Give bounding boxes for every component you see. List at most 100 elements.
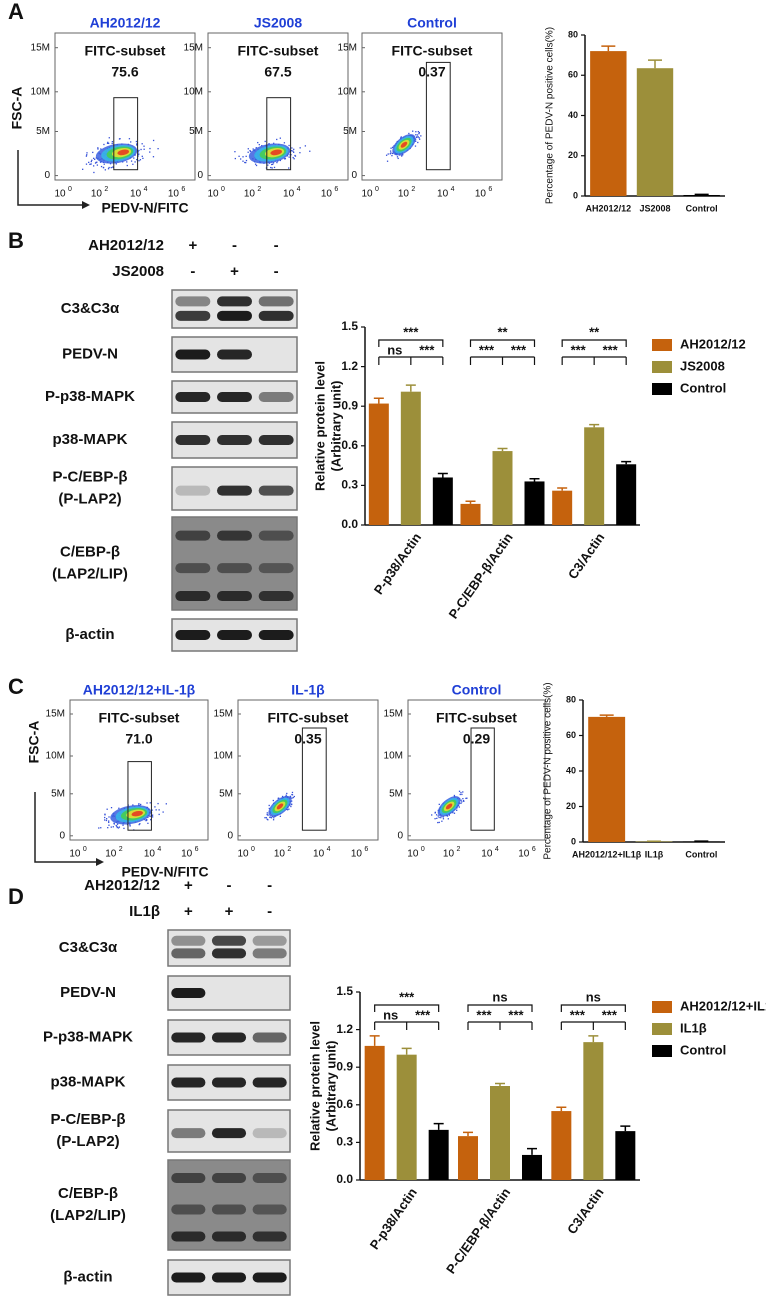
- blot-strip: [171, 289, 298, 329]
- event-dot: [389, 150, 392, 152]
- error-bar: [369, 1035, 380, 1046]
- event-dot: [285, 794, 287, 796]
- event-dot: [111, 142, 113, 145]
- x-tick-base: 10: [69, 849, 81, 860]
- event-dot: [434, 811, 436, 814]
- event-dot: [460, 802, 462, 804]
- x-tick-base: 10: [237, 849, 249, 860]
- event-dot: [291, 794, 294, 796]
- event-dot: [108, 166, 110, 169]
- event-dot: [401, 154, 403, 156]
- error-bar: [694, 193, 709, 196]
- bar: [588, 716, 626, 842]
- x-tick-exponent: 6: [334, 186, 338, 193]
- x-tick-base: 10: [91, 189, 103, 200]
- event-dot: [299, 147, 301, 149]
- band-label: P-p38-MAPK: [45, 388, 135, 405]
- gate: [301, 727, 327, 831]
- event-dot: [290, 150, 293, 152]
- event-dot: [113, 823, 116, 825]
- event-dot: [389, 153, 391, 155]
- event-dot: [418, 131, 420, 134]
- event-dot: [460, 799, 462, 801]
- event-dot: [137, 155, 139, 157]
- event-dot: [288, 167, 290, 169]
- event-dot: [264, 817, 266, 819]
- gate-name: FITC-subset: [238, 43, 319, 59]
- bar: [432, 477, 453, 525]
- event-dot: [415, 140, 417, 142]
- event-dot: [458, 806, 460, 808]
- density-contour: [270, 149, 283, 156]
- event-dot: [150, 819, 152, 821]
- blot-band: [211, 1173, 247, 1183]
- y-tick-label: 20: [568, 150, 578, 160]
- legend-label: IL1β: [680, 1020, 707, 1035]
- event-dot: [291, 791, 294, 794]
- significance: ns: [492, 989, 507, 1004]
- blot-band: [217, 310, 252, 321]
- error-bar: [463, 1131, 473, 1137]
- x-tick-label: IL1β: [645, 849, 664, 859]
- y-tick-label: 1.2: [336, 1022, 353, 1036]
- blot-band: [211, 1077, 247, 1088]
- treatment-sign: -: [274, 263, 279, 280]
- blot-band: [252, 1077, 287, 1088]
- y-tick-label: 0.3: [341, 478, 358, 492]
- event-dot: [465, 797, 467, 800]
- bracket: [469, 356, 536, 365]
- treatment-sign: -: [267, 877, 272, 894]
- error-bar: [621, 460, 632, 465]
- arrow-head: [96, 858, 104, 866]
- event-dot: [414, 145, 417, 147]
- x-tick-exponent: 0: [375, 186, 379, 193]
- significance: ns: [586, 989, 601, 1004]
- band-label: C/EBP-β: [58, 1185, 118, 1202]
- y-tick-label: 0.0: [336, 1172, 353, 1186]
- gate-value: 0.37: [418, 64, 445, 80]
- error-bar: [405, 384, 416, 392]
- y-tick-label: 0: [227, 830, 233, 841]
- event-dot: [234, 157, 236, 160]
- y-tick-label: 15M: [214, 709, 233, 720]
- event-dot: [158, 809, 160, 811]
- y-axis-label: Percentage of PEDV-N positive cells(%): [545, 27, 556, 204]
- event-dot: [138, 149, 140, 152]
- event-dot: [278, 797, 280, 799]
- blot-band: [258, 563, 294, 574]
- event-dot: [104, 819, 106, 821]
- event-dot: [129, 824, 131, 826]
- event-dot: [264, 140, 266, 143]
- treatment-sign: +: [230, 263, 239, 280]
- error-bar: [556, 1106, 567, 1112]
- event-dot: [266, 812, 268, 814]
- x-tick-exponent: 2: [104, 186, 108, 193]
- x-tick-base: 10: [105, 849, 117, 860]
- legend-swatch: [652, 383, 672, 395]
- y-tick-label: 1.2: [341, 359, 358, 373]
- event-dot: [436, 817, 438, 820]
- plot-title: IL-1β: [291, 682, 325, 698]
- event-dot: [402, 154, 404, 156]
- blot-band: [171, 1077, 206, 1088]
- gate-value: 67.5: [264, 64, 291, 80]
- y-tick-label: 10M: [338, 86, 357, 97]
- error-bar: [437, 472, 448, 478]
- error-bar: [648, 59, 662, 69]
- event-dot: [139, 159, 142, 161]
- blot-band: [252, 1272, 287, 1283]
- event-dot: [109, 163, 112, 165]
- x-tick-base: 10: [481, 849, 493, 860]
- event-dot: [418, 132, 420, 135]
- significance: ***: [476, 1007, 492, 1022]
- gate-name: FITC-subset: [85, 43, 166, 59]
- x-tick-exponent: 0: [68, 186, 72, 193]
- event-dot: [152, 156, 155, 158]
- event-dot: [155, 809, 157, 811]
- error-bar: [433, 1122, 444, 1130]
- y-tick-label: 40: [568, 110, 578, 120]
- gate-name: FITC-subset: [99, 710, 180, 726]
- density-contour: [445, 803, 453, 810]
- event-dot: [292, 150, 294, 152]
- y-axis-label: Relative protein level: [307, 1021, 322, 1151]
